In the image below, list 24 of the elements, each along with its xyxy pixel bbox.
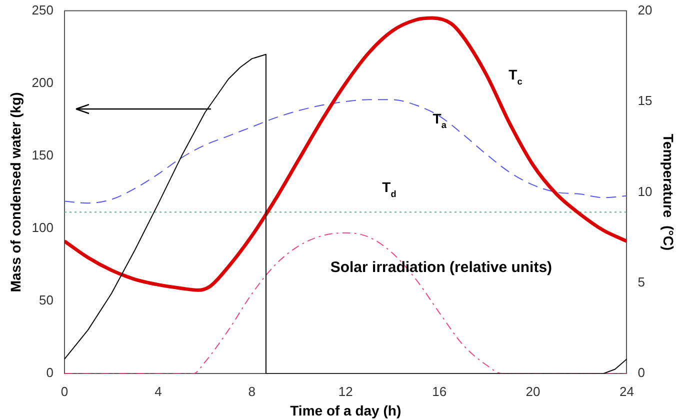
x-axis-title: Time of a day (h) xyxy=(290,402,402,418)
x-tick-label: 8 xyxy=(248,384,256,399)
y-axis-title: Mass of condensed water (kg) xyxy=(7,92,24,292)
y2-tick-label: 5 xyxy=(638,274,645,290)
y2-axis-title: Temperature (°C) xyxy=(660,134,677,250)
x-tick-label: 24 xyxy=(620,384,634,399)
x-tick-label: 12 xyxy=(338,384,353,399)
y-tick-label: 50 xyxy=(39,292,54,308)
series-label: Solar irradiation (relative units) xyxy=(330,259,552,276)
x-tick-label: 16 xyxy=(432,384,447,399)
y-tick-label: 0 xyxy=(46,365,54,380)
x-tick-label: 0 xyxy=(60,384,68,399)
y-tick-label: 150 xyxy=(32,148,54,162)
y2-tick-label: 0 xyxy=(638,365,645,380)
y2-tick-label: 10 xyxy=(638,184,652,199)
y2-tick-label: 15 xyxy=(638,93,652,108)
y-tick-label: 200 xyxy=(32,74,54,90)
x-tick-label: 4 xyxy=(154,384,162,399)
x-tick-label: 20 xyxy=(526,384,540,399)
line-series xyxy=(64,16,627,292)
line-series xyxy=(64,99,627,204)
y-tick-label: 100 xyxy=(32,220,54,236)
y-tick-label: 250 xyxy=(32,2,54,18)
y2-tick-label: 20 xyxy=(638,2,652,18)
